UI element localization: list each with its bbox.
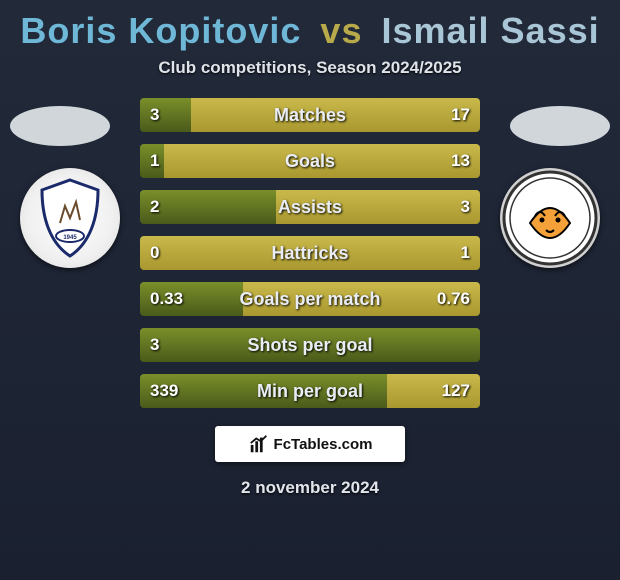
stat-label: Hattricks xyxy=(140,236,480,270)
page-title: Boris Kopitovic vs Ismail Sassi xyxy=(0,0,620,52)
stat-row: 339127Min per goal xyxy=(140,374,480,408)
player2-name: Ismail Sassi xyxy=(381,10,599,51)
stat-bars: 317Matches 113Goals 23Assists 01Hattricks 0.… xyxy=(140,98,480,408)
stat-row: 23Assists xyxy=(140,190,480,224)
stat-row: 0.330.76Goals per match xyxy=(140,282,480,316)
stat-row: 317Matches xyxy=(140,98,480,132)
brand-text: FcTables.com xyxy=(274,436,373,453)
svg-text:1945: 1945 xyxy=(63,235,77,241)
comparison-infographic: Boris Kopitovic vs Ismail Sassi Club com… xyxy=(0,0,620,580)
stat-label: Matches xyxy=(140,98,480,132)
subtitle: Club competitions, Season 2024/2025 xyxy=(0,58,620,78)
stat-row: 01Hattricks xyxy=(140,236,480,270)
stat-label: Shots per goal xyxy=(140,328,480,362)
stat-label: Goals per match xyxy=(140,282,480,316)
tiger-crest-icon xyxy=(500,168,600,268)
date-text: 2 november 2024 xyxy=(0,478,620,498)
stat-row: 3Shots per goal xyxy=(140,328,480,362)
player1-ellipse xyxy=(10,106,110,146)
stat-label: Assists xyxy=(140,190,480,224)
comparison-area: 1945 317Matches 113Goals 23Assists 01Hattri… xyxy=(0,98,620,408)
player1-name: Boris Kopitovic xyxy=(20,10,301,51)
stat-label: Min per goal xyxy=(140,374,480,408)
stat-row: 113Goals xyxy=(140,144,480,178)
vs-text: vs xyxy=(320,10,362,51)
brand-badge: FcTables.com xyxy=(215,426,405,462)
stat-label: Goals xyxy=(140,144,480,178)
shield-icon: 1945 xyxy=(20,168,120,268)
player2-club-crest xyxy=(500,168,600,268)
player1-club-crest: 1945 xyxy=(20,168,120,268)
player2-ellipse xyxy=(510,106,610,146)
chart-icon xyxy=(248,433,270,455)
